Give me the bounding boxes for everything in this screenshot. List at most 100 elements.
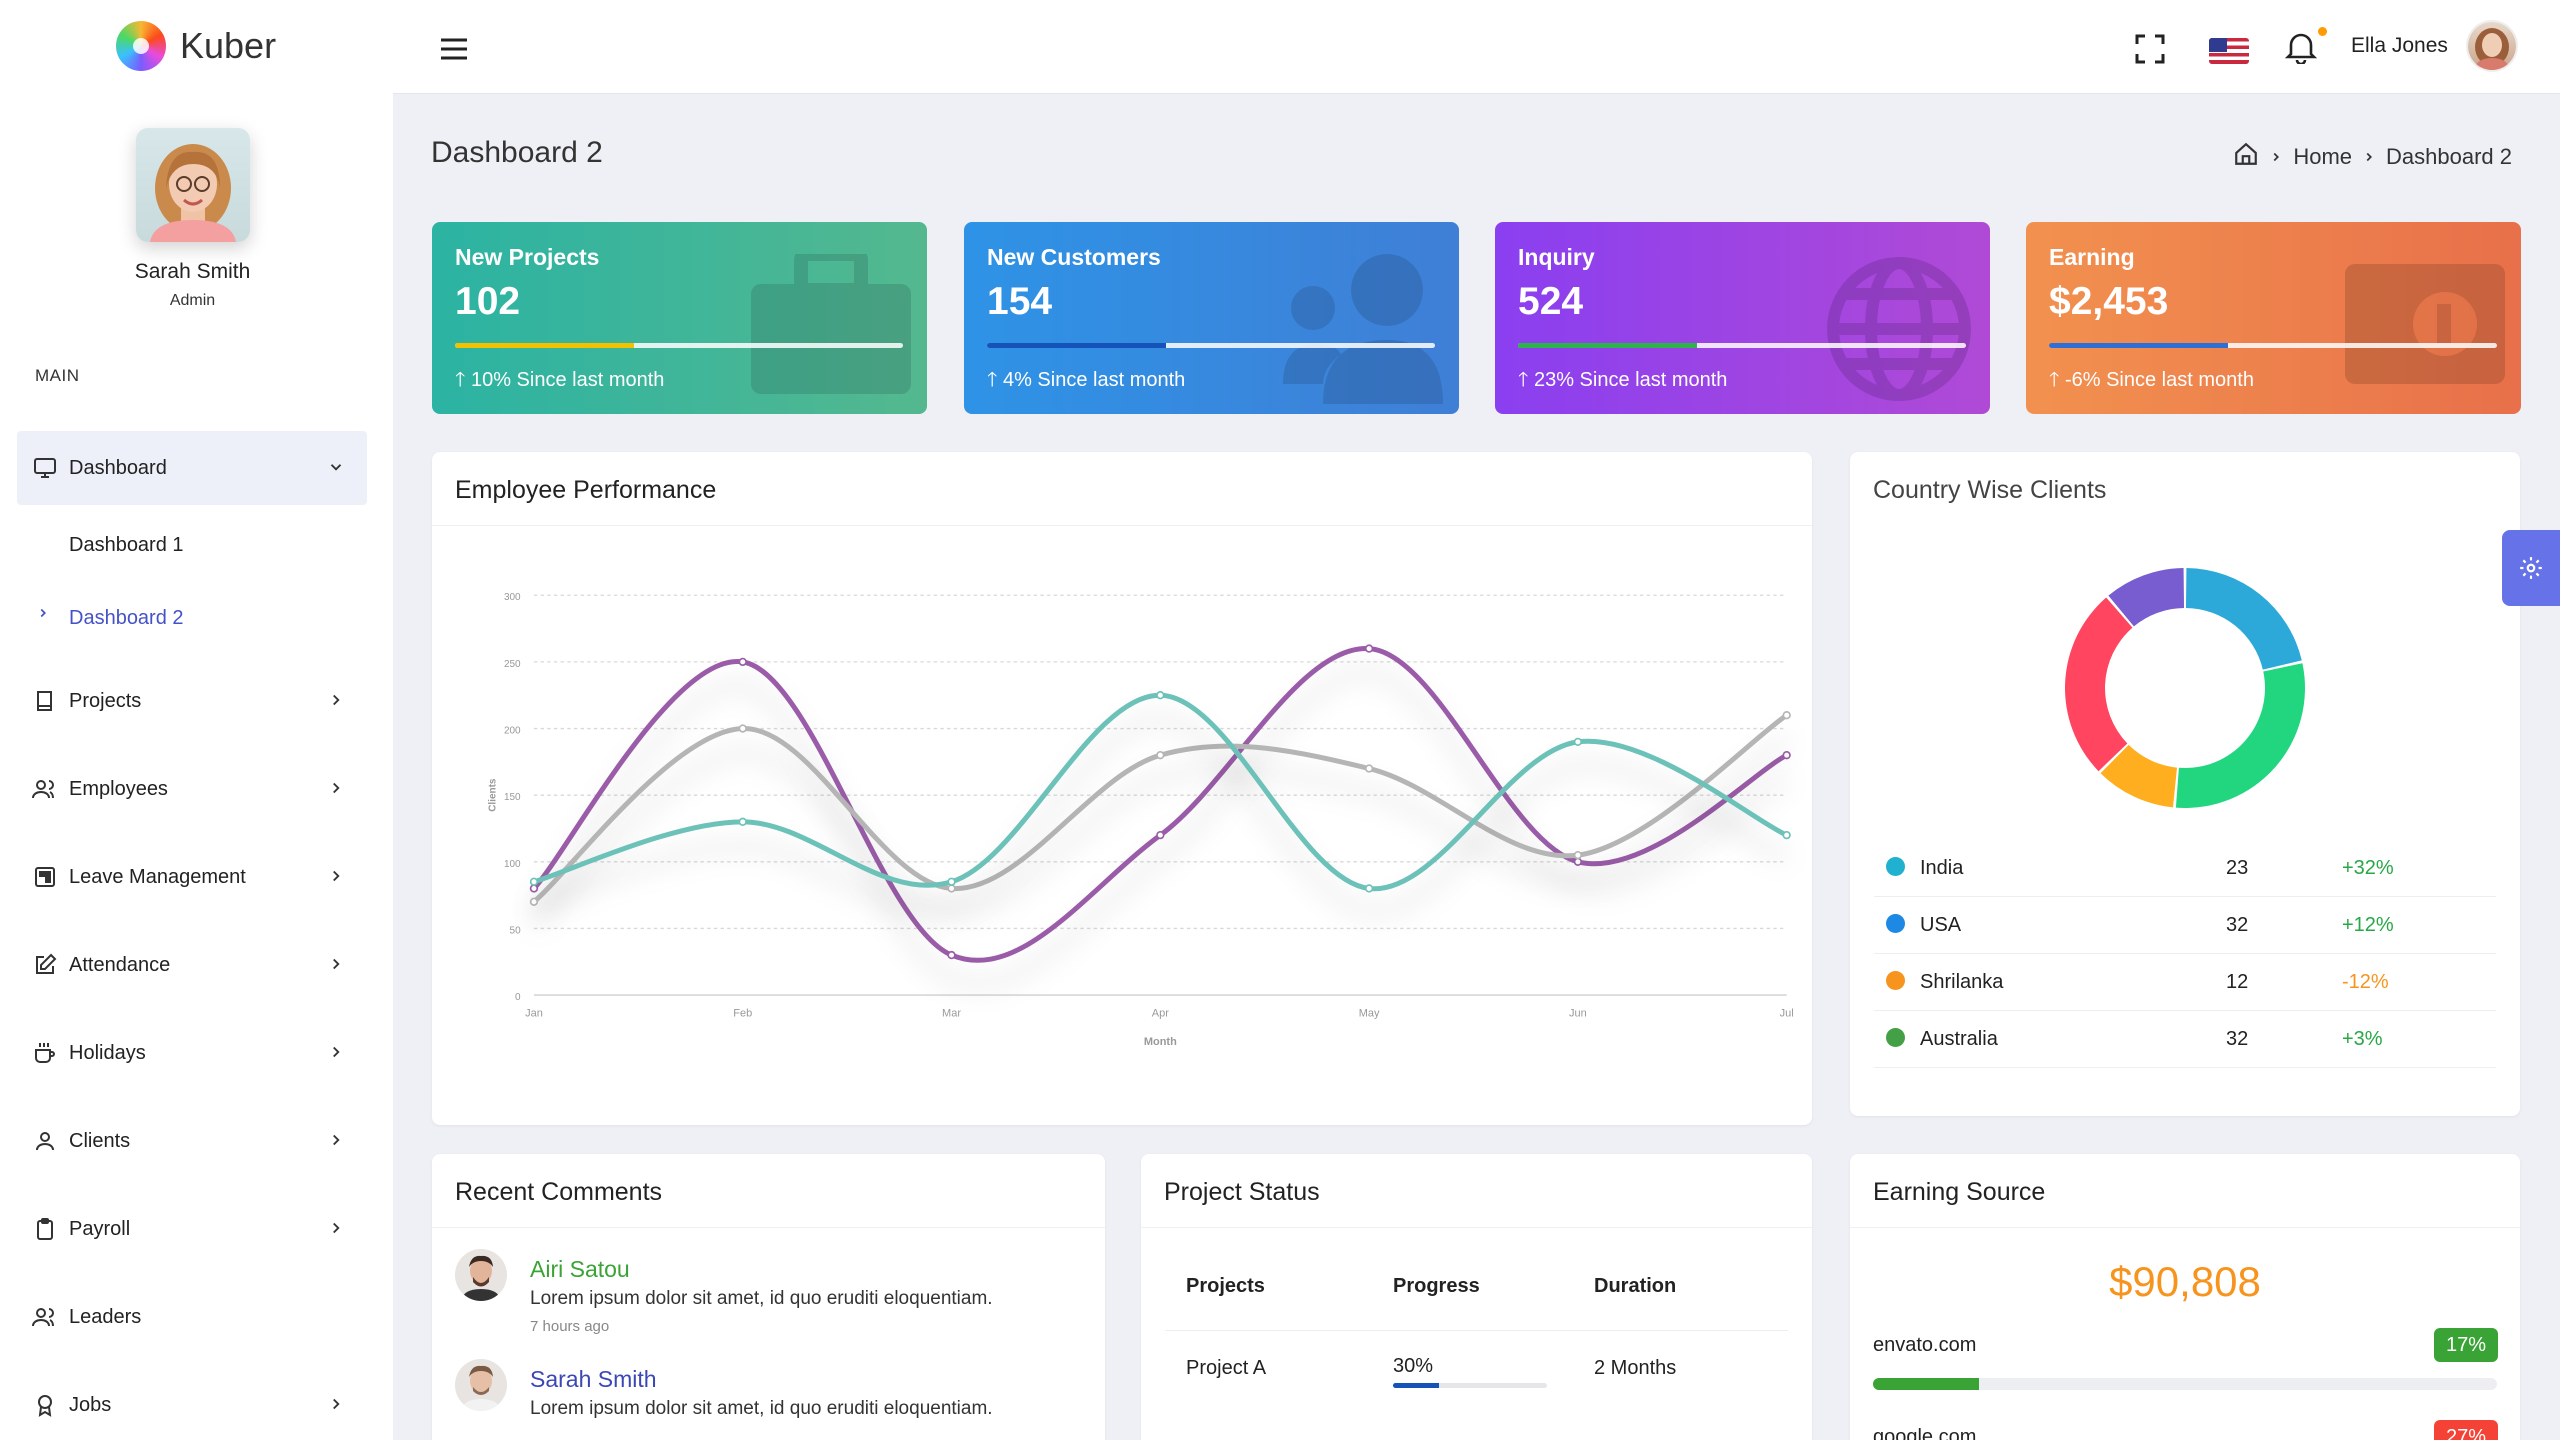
data-point [529, 877, 539, 886]
stat-progress-bar [455, 343, 903, 348]
cup-icon [31, 1039, 59, 1067]
chevron-right-icon [327, 1219, 345, 1243]
sidebar-item-holidays[interactable]: Holidays [17, 1016, 367, 1090]
sidebar-item-attendance[interactable]: Attendance [17, 928, 367, 1002]
header-user-avatar[interactable] [2468, 22, 2516, 70]
chevron-right-icon [327, 1395, 345, 1419]
panel-title: Earning Source [1873, 1178, 2046, 1206]
menu-section-label: MAIN [35, 366, 80, 385]
breadcrumb: Home Dashboard 2 [2233, 141, 2512, 173]
country-row: India 23 +32% [1874, 840, 2496, 897]
edit-icon [31, 951, 59, 979]
sidebar-item-label: Dashboard [69, 456, 167, 479]
app-logo[interactable]: Kuber [116, 21, 276, 71]
arrow-up-icon: 🡑 [1518, 369, 1529, 391]
country-change: +12% [2342, 914, 2394, 936]
source-name: google.com [1873, 1426, 1977, 1440]
donut-slice[interactable] [2175, 663, 2305, 808]
donut-slice[interactable] [2100, 744, 2178, 808]
comment-text: Lorem ipsum dolor sit amet, id quo erudi… [530, 1398, 993, 1419]
donut-slice[interactable] [2185, 568, 2302, 670]
divider [1141, 1227, 1812, 1228]
country-count: 32 [2226, 914, 2249, 936]
sidebar: Kuber Sarah Smith Admin MAIN Dashboard D… [0, 0, 393, 1440]
sidebar-item-dashboard[interactable]: Dashboard [17, 431, 367, 505]
top-header: Ella Jones [393, 0, 2560, 93]
sidebar-item-jobs[interactable]: Jobs [17, 1368, 367, 1440]
data-point [1573, 857, 1583, 866]
stat-value: 524 [1518, 280, 1584, 323]
divider [1850, 1227, 2520, 1228]
stat-progress-bar [2049, 343, 2497, 348]
sidebar-item-leaders[interactable]: Leaders [17, 1280, 367, 1354]
data-point [1156, 830, 1165, 840]
sidebar-subitem-dashboard-1[interactable]: Dashboard 1 [69, 534, 184, 556]
country-count: 12 [2226, 971, 2249, 993]
panel-title: Recent Comments [455, 1178, 663, 1206]
country-name: Australia [1920, 1028, 1998, 1050]
y-tick-label: 150 [504, 792, 521, 803]
stat-progress-fill [987, 343, 1167, 348]
sidebar-subitem-dashboard-2[interactable]: Dashboard 2 [69, 607, 184, 629]
data-point [738, 817, 747, 826]
data-point [738, 657, 747, 667]
header-user-name[interactable]: Ella Jones [2351, 34, 2448, 57]
sidebar-item-payroll[interactable]: Payroll [17, 1192, 367, 1266]
project-progress-text: 30% [1393, 1355, 1434, 1377]
home-icon[interactable] [2233, 141, 2259, 173]
data-point [1364, 764, 1374, 773]
breadcrumb-home[interactable]: Home [2293, 144, 2353, 169]
fullscreen-icon[interactable] [2135, 34, 2165, 69]
country-row: Shrilanka 12 -12% [1874, 954, 2496, 1011]
breadcrumb-current: Dashboard 2 [2386, 144, 2512, 169]
chevron-down-icon [327, 458, 345, 482]
stat-note-text: -6% Since last month [2064, 369, 2254, 391]
country-row: Australia 32 +3% [1874, 1011, 2496, 1068]
country-color-dot [1886, 857, 1905, 876]
chevron-right-icon [2269, 144, 2283, 170]
notification-badge [2318, 27, 2327, 36]
sidebar-item-projects[interactable]: Projects [17, 664, 367, 738]
y-axis-label: Clients [488, 778, 499, 812]
comment-avatar[interactable] [455, 1249, 507, 1301]
donut-slice[interactable] [2065, 597, 2133, 772]
award-icon [31, 1391, 59, 1419]
settings-gear-icon[interactable] [2502, 530, 2560, 606]
donut-slice[interactable] [2108, 568, 2185, 627]
data-point [1573, 737, 1583, 747]
notification-bell-icon[interactable] [2284, 30, 2318, 69]
recent-comments-panel: Recent Comments Airi Satou Lorem ipsum d… [432, 1154, 1105, 1440]
profile-role: Admin [169, 292, 216, 309]
us-flag-icon[interactable] [2209, 38, 2249, 64]
sidebar-item-label: Holidays [69, 1041, 146, 1064]
sidebar-item-clients[interactable]: Clients [17, 1104, 367, 1178]
project-name[interactable]: Project A [1186, 1357, 1267, 1379]
chevron-right-icon [327, 955, 345, 979]
source-name: envato.com [1873, 1334, 1977, 1356]
table-header-progress: Progress [1393, 1275, 1480, 1297]
data-point [1782, 711, 1791, 720]
users-icon [1283, 254, 1443, 409]
earning-source-panel: Earning Source $90,808 envato.com 17% go… [1850, 1154, 2520, 1440]
panel-title: Employee Performance [455, 476, 717, 504]
country-row: USA 32 +12% [1874, 897, 2496, 954]
comment-author[interactable]: Sarah Smith [530, 1366, 657, 1392]
profile-avatar[interactable] [136, 128, 250, 242]
stat-title: New Projects [455, 244, 600, 270]
divider [432, 525, 1812, 526]
hamburger-menu-icon[interactable] [439, 36, 469, 67]
profile-name: Sarah Smith [134, 260, 251, 283]
sidebar-item-leave-management[interactable]: Leave Management [17, 840, 367, 914]
table-divider [1165, 1330, 1788, 1331]
panel-title: Country Wise Clients [1873, 476, 2107, 504]
comment-author[interactable]: Airi Satou [530, 1256, 630, 1282]
country-name: USA [1920, 914, 1962, 936]
money-icon [2345, 254, 2505, 389]
data-point [529, 897, 539, 906]
comment-text: Lorem ipsum dolor sit amet, id quo erudi… [530, 1288, 993, 1309]
chevron-right-icon [327, 1043, 345, 1067]
comment-avatar[interactable] [455, 1359, 507, 1411]
sidebar-item-employees[interactable]: Employees [17, 752, 367, 826]
country-change: +32% [2342, 857, 2394, 879]
panel-title: Project Status [1164, 1178, 1320, 1206]
